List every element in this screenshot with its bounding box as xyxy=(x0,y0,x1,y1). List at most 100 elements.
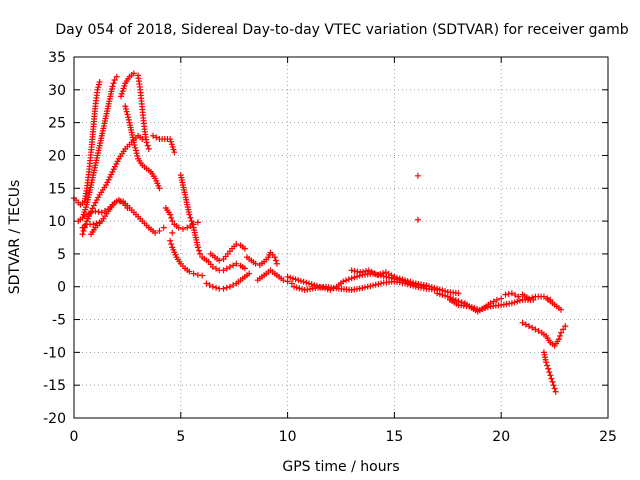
series-arc-m xyxy=(199,254,248,274)
data-point xyxy=(230,282,237,289)
data-point xyxy=(130,70,137,77)
data-point xyxy=(525,295,532,302)
data-point xyxy=(96,78,103,85)
y-axis-label: SDTVAR / TECUs xyxy=(7,180,23,295)
data-point xyxy=(123,108,130,115)
data-point xyxy=(98,209,105,216)
data-point xyxy=(508,300,515,307)
data-point xyxy=(525,323,532,330)
series-arc-n xyxy=(203,270,253,292)
data-point xyxy=(114,158,121,165)
data-point xyxy=(150,132,157,139)
data-point xyxy=(544,362,551,369)
data-point xyxy=(90,202,97,209)
data-point xyxy=(117,93,124,100)
series-arc-x xyxy=(545,296,565,313)
series-arc-h xyxy=(117,70,152,152)
data-point xyxy=(122,103,129,110)
data-point xyxy=(431,284,438,291)
data-point xyxy=(125,114,132,121)
data-point xyxy=(194,271,201,278)
data-point xyxy=(340,278,347,285)
series-arc-z xyxy=(540,349,559,395)
data-point xyxy=(560,326,567,333)
chart-title: Day 054 of 2018, Sidereal Day-to-day VTE… xyxy=(55,22,628,38)
data-point xyxy=(555,336,562,343)
data-point xyxy=(168,141,175,148)
data-point xyxy=(124,111,131,118)
data-point xyxy=(93,220,100,227)
data-point xyxy=(348,267,355,274)
data-point xyxy=(194,219,201,226)
data-point xyxy=(516,297,523,304)
data-point xyxy=(124,204,131,211)
data-point xyxy=(143,139,150,146)
data-point xyxy=(230,262,237,269)
data-point xyxy=(519,319,526,326)
series-arc-p xyxy=(244,249,280,269)
data-point xyxy=(551,385,558,392)
data-point xyxy=(213,265,220,272)
data-point xyxy=(113,160,120,167)
data-point xyxy=(556,332,563,339)
x-tick-label: 0 xyxy=(70,429,79,445)
data-point xyxy=(493,296,500,303)
data-point xyxy=(436,291,443,298)
series-arc-o xyxy=(207,241,248,264)
data-point xyxy=(95,208,102,215)
data-point xyxy=(345,276,352,283)
data-point xyxy=(104,179,111,186)
data-point xyxy=(511,299,518,306)
data-point xyxy=(342,277,349,284)
data-point xyxy=(414,172,421,179)
data-point xyxy=(562,323,569,330)
x-tick-label: 15 xyxy=(385,429,403,445)
data-point xyxy=(169,218,176,225)
data-point xyxy=(226,283,233,290)
data-point xyxy=(95,84,102,91)
data-point xyxy=(399,276,406,283)
series-arc-w xyxy=(502,290,554,303)
data-point xyxy=(505,290,512,297)
tick-layer: 0 5 10 15 20 25 -20 -15 -10 -5 0 5 10 15 20 25 30 35 xyxy=(43,50,617,445)
data-point xyxy=(280,277,287,284)
data-point xyxy=(351,274,358,281)
data-point xyxy=(426,283,433,290)
data-point xyxy=(272,257,279,264)
data-point xyxy=(111,76,118,83)
data-point xyxy=(364,283,371,290)
y-tick-label: 35 xyxy=(48,50,66,66)
data-point xyxy=(348,275,355,282)
data-point xyxy=(233,241,240,248)
series-arc-i xyxy=(150,132,178,156)
data-point xyxy=(292,276,299,283)
data-point xyxy=(404,277,411,284)
data-point xyxy=(125,116,132,123)
series-arc-y xyxy=(519,319,569,349)
series-arc-e xyxy=(88,197,131,238)
data-point xyxy=(94,86,101,93)
data-point xyxy=(233,260,240,267)
data-point xyxy=(482,305,489,312)
data-point xyxy=(549,378,556,385)
data-point xyxy=(89,205,96,212)
data-point xyxy=(391,273,398,280)
data-point xyxy=(241,245,248,252)
data-point xyxy=(402,277,409,284)
series-arc-l xyxy=(177,172,204,257)
data-point xyxy=(139,136,146,143)
data-point xyxy=(378,280,385,287)
data-point xyxy=(168,214,175,221)
data-point xyxy=(199,272,206,279)
series-arc-u xyxy=(434,290,505,315)
data-point xyxy=(287,274,294,281)
data-point xyxy=(535,328,542,335)
data-point xyxy=(380,270,387,277)
data-point xyxy=(558,329,565,336)
data-point xyxy=(468,304,475,311)
data-point xyxy=(167,211,174,218)
y-tick-label: 0 xyxy=(57,280,66,296)
data-point xyxy=(213,284,220,291)
y-tick-label: -10 xyxy=(43,345,66,361)
data-point xyxy=(190,270,197,277)
